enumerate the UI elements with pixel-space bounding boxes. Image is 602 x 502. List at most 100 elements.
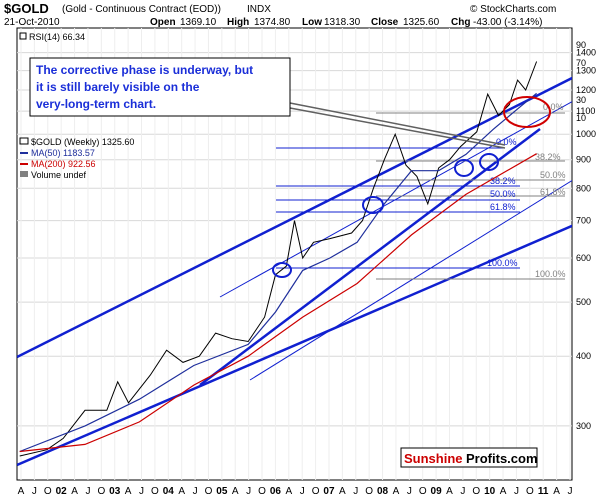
legend-swatch-volume: [20, 171, 28, 177]
legend: $GOLD (Weekly) 1325.60 MA(50) 1183.57 MA…: [19, 137, 134, 180]
x-tick-label: A: [500, 486, 507, 497]
fib-label: 61.8%: [540, 187, 566, 197]
x-tick-label: O: [526, 486, 534, 497]
lower-channel-line: [17, 224, 572, 467]
close-value: 1325.60: [403, 17, 440, 28]
legend-price: $GOLD (Weekly) 1325.60: [31, 137, 134, 147]
series-line--gold: [19, 61, 538, 457]
y-tick-label: 700: [576, 216, 591, 226]
fib-label: 50.0%: [540, 170, 566, 180]
x-tick-label: O: [151, 486, 159, 497]
inner-channel-upper: [219, 101, 572, 298]
fib-label: 38.2%: [535, 152, 561, 162]
watermark-part-2: Profits.com: [466, 451, 538, 466]
fib-label: 61.8%: [490, 202, 516, 212]
y-tick-label: 1100: [576, 106, 595, 116]
x-tick-label: O: [44, 486, 52, 497]
y-tick-label: 1000: [576, 129, 596, 139]
mid-channel-line: [199, 128, 541, 386]
target-ellipse: [503, 96, 551, 128]
x-tick-label: J: [514, 486, 519, 497]
x-tick-label: 09: [431, 486, 443, 497]
legend-volume: Volume undef: [31, 170, 87, 180]
x-tick-label: J: [246, 486, 251, 497]
x-tick-label: A: [285, 486, 292, 497]
low-label: Low: [302, 17, 322, 28]
copyright: © StockCharts.com: [470, 4, 556, 15]
x-tick-label: 11: [538, 486, 549, 497]
fib-label: 0.0%: [496, 137, 517, 147]
y-tick-label: 300: [576, 421, 591, 431]
legend-ma200: MA(200) 922.56: [31, 159, 96, 169]
annotation-line-3: very-long-term chart.: [36, 97, 156, 111]
annotation-pointer: [289, 107, 506, 149]
fib-label: 100.0%: [535, 269, 566, 279]
x-tick-label: O: [472, 486, 480, 497]
instrument-name: (Gold - Continuous Contract (EOD)): [62, 4, 221, 15]
rsi-tick-label: 90: [576, 40, 586, 50]
x-tick-label: A: [125, 486, 132, 497]
x-tick-label: J: [85, 486, 90, 497]
chg-label: Chg: [451, 17, 470, 28]
y-tick-label: 500: [576, 297, 591, 307]
chg-value: -43.00 (-3.14%): [473, 17, 542, 28]
x-tick-label: J: [460, 486, 465, 497]
top-circle: [272, 262, 292, 278]
series-line-ma-200-: [19, 153, 537, 453]
rsi-label: RSI(14) 66.34: [19, 32, 85, 42]
x-tick-label: O: [97, 486, 105, 497]
low-value: 1318.30: [324, 17, 361, 28]
x-tick-label: 07: [323, 486, 335, 497]
y-tick-label: 1200: [576, 85, 596, 95]
x-tick-label: A: [232, 486, 239, 497]
top-circle: [454, 159, 474, 177]
x-tick-label: A: [18, 486, 25, 497]
x-tick-label: O: [312, 486, 320, 497]
watermark-part-1: Sunshine: [404, 451, 463, 466]
watermark-frame: [400, 447, 538, 468]
x-tick-label: 02: [56, 486, 68, 497]
x-tick-label: J: [407, 486, 412, 497]
x-tick-label: J: [32, 486, 37, 497]
x-tick-label: O: [365, 486, 373, 497]
series-line-ma-50-: [19, 92, 537, 453]
chart-header: $GOLD (Gold - Continuous Contract (EOD))…: [4, 1, 556, 28]
x-tick-label: O: [205, 486, 213, 497]
x-tick-label: A: [178, 486, 185, 497]
annotation-line-1: The corrective phase is underway, but: [36, 63, 253, 77]
close-label: Close: [371, 17, 399, 28]
x-tick-label: 10: [484, 486, 496, 497]
x-tick-label: A: [553, 486, 560, 497]
exchange: INDX: [247, 4, 271, 15]
high-value: 1374.80: [254, 17, 291, 28]
symbol: $GOLD: [4, 1, 49, 16]
annotation-frame: [29, 57, 291, 117]
annotation-line-2: it is still barely visible on the: [36, 80, 200, 94]
y-tick-label: 800: [576, 183, 591, 193]
x-tick-label: 05: [216, 486, 228, 497]
x-tick-label: J: [139, 486, 144, 497]
y-tick-label: 600: [576, 253, 591, 263]
x-tick-label: A: [393, 486, 400, 497]
inner-channel-lower: [249, 179, 572, 381]
open-value: 1369.10: [180, 17, 217, 28]
fib-label: 50.0%: [490, 189, 516, 199]
x-tick-label: J: [193, 486, 198, 497]
legend-swatch-price: [19, 137, 29, 145]
series-layer: [19, 61, 538, 457]
x-tick-label: O: [419, 486, 427, 497]
rsi-tick-label: 10: [576, 113, 586, 123]
high-label: High: [227, 17, 249, 28]
highlights: [272, 96, 551, 278]
fib-label: 100.0%: [487, 258, 518, 268]
rsi-swatch: [19, 32, 27, 40]
y-tick-label: 400: [576, 351, 591, 361]
y-tick-label: 1400: [576, 48, 596, 58]
fib-label: 0.0%: [543, 102, 564, 112]
rsi-tick-label: 70: [576, 58, 586, 68]
x-tick-label: 06: [270, 486, 282, 497]
x-tick-label: J: [300, 486, 305, 497]
annotation-box: The corrective phase is underway, but it…: [29, 57, 291, 117]
rsi-text: RSI(14) 66.34: [29, 32, 85, 42]
